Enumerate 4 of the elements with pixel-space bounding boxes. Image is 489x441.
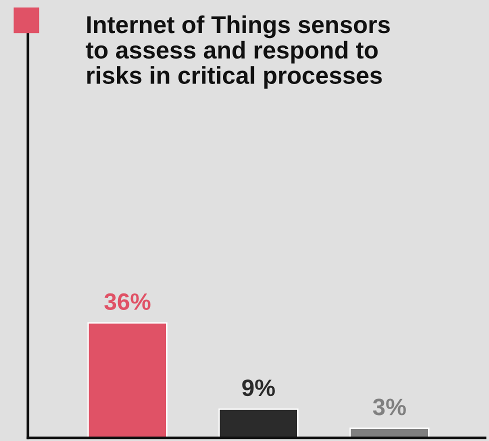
- text: Internet of Things sensors to assess and respond to risks in critical processes: [86, 15, 390, 89]
- data-label: 36%: [104, 293, 150, 310]
- data-label: 3%: [372, 398, 406, 416]
- data-label: 9%: [242, 379, 275, 396]
